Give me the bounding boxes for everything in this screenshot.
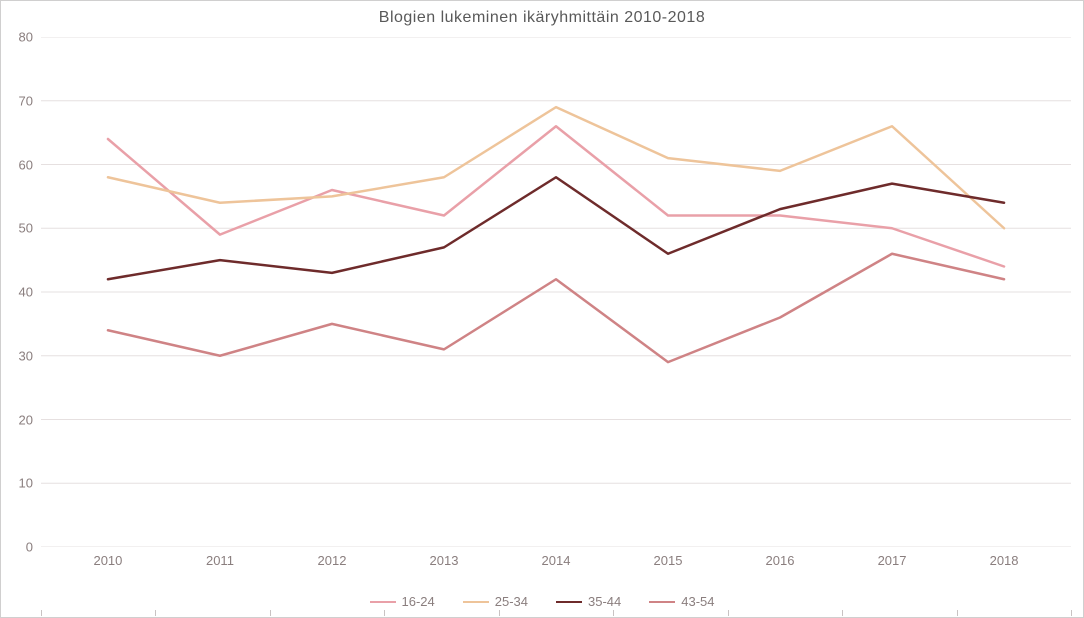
- y-axis-label: 70: [3, 93, 33, 108]
- x-axis-label: 2018: [990, 553, 1019, 568]
- chart-plot: [41, 37, 1071, 547]
- chart-title: Blogien lukeminen ikäryhmittäin 2010-201…: [1, 9, 1083, 27]
- x-axis-label: 2011: [206, 553, 234, 568]
- series-line: [108, 126, 1004, 266]
- x-axis-label: 2013: [430, 553, 459, 568]
- legend-swatch: [556, 601, 582, 603]
- x-axis-label: 2012: [318, 553, 347, 568]
- x-axis-label: 2010: [93, 553, 122, 568]
- x-axis-label: 2014: [542, 553, 571, 568]
- bottom-tick-row: [41, 610, 1071, 616]
- x-axis-label: 2016: [766, 553, 795, 568]
- legend-label: 16-24: [402, 594, 435, 609]
- series-line: [108, 254, 1004, 362]
- legend-swatch: [370, 601, 396, 603]
- legend-label: 43-54: [681, 594, 714, 609]
- legend-item: 43-54: [649, 594, 714, 609]
- y-axis-label: 60: [3, 157, 33, 172]
- chart-legend: 16-24 25-34 35-44 43-54: [1, 594, 1083, 609]
- legend-item: 16-24: [370, 594, 435, 609]
- legend-item: 35-44: [556, 594, 621, 609]
- chart-container: Blogien lukeminen ikäryhmittäin 2010-201…: [0, 0, 1084, 618]
- legend-label: 35-44: [588, 594, 621, 609]
- y-axis-label: 20: [3, 412, 33, 427]
- y-axis-label: 40: [3, 285, 33, 300]
- y-axis-label: 0: [3, 540, 33, 555]
- y-axis-label: 30: [3, 348, 33, 363]
- legend-swatch: [463, 601, 489, 603]
- y-axis-label: 50: [3, 221, 33, 236]
- y-axis-label: 80: [3, 30, 33, 45]
- x-axis-label: 2017: [878, 553, 907, 568]
- y-axis-label: 10: [3, 476, 33, 491]
- legend-swatch: [649, 601, 675, 603]
- legend-item: 25-34: [463, 594, 528, 609]
- legend-label: 25-34: [495, 594, 528, 609]
- x-axis-label: 2015: [654, 553, 683, 568]
